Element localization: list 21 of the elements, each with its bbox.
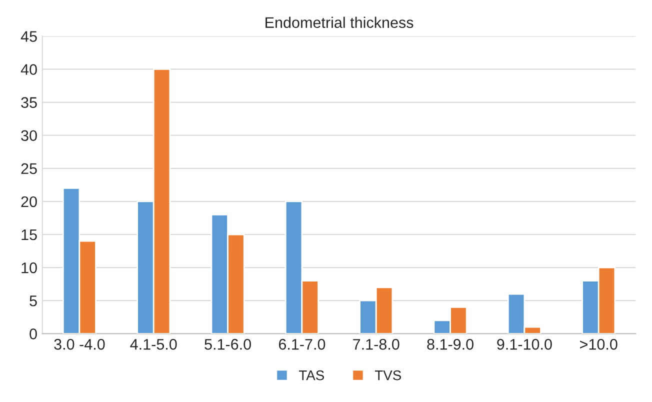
y-tick-label: 15 [22, 230, 37, 240]
x-tick-label: 8.1-9.0 [427, 338, 474, 350]
legend-label: TVS [374, 370, 402, 380]
y-tick-label: 40 [20, 64, 37, 75]
y-tick-label: 25 [21, 163, 37, 174]
x-tick-label: 5.1-6.0 [204, 338, 251, 350]
x-tick-label: 4.1-5.0 [130, 338, 177, 350]
legend-label: TAS [298, 370, 324, 380]
y-tick-label: 35 [21, 97, 37, 108]
x-tick-label: 6.1-7.0 [278, 338, 326, 350]
y-tick-label: 20 [21, 196, 37, 208]
x-tick-label: 7.1-8.0 [353, 338, 400, 350]
x-tick-label: >10.0 [580, 338, 618, 350]
y-tick-label: 5 [30, 296, 37, 306]
y-tick-label: 10 [22, 262, 37, 274]
x-tick-label: 3.0 -4.0 [54, 338, 105, 350]
chart-title: Endometrial thickness [266, 16, 414, 28]
y-tick-label: 0 [30, 328, 37, 340]
y-tick-label: 45 [20, 31, 37, 42]
y-tick-label: 30 [21, 130, 37, 142]
x-tick-label: 9.1-10.0 [497, 338, 552, 350]
